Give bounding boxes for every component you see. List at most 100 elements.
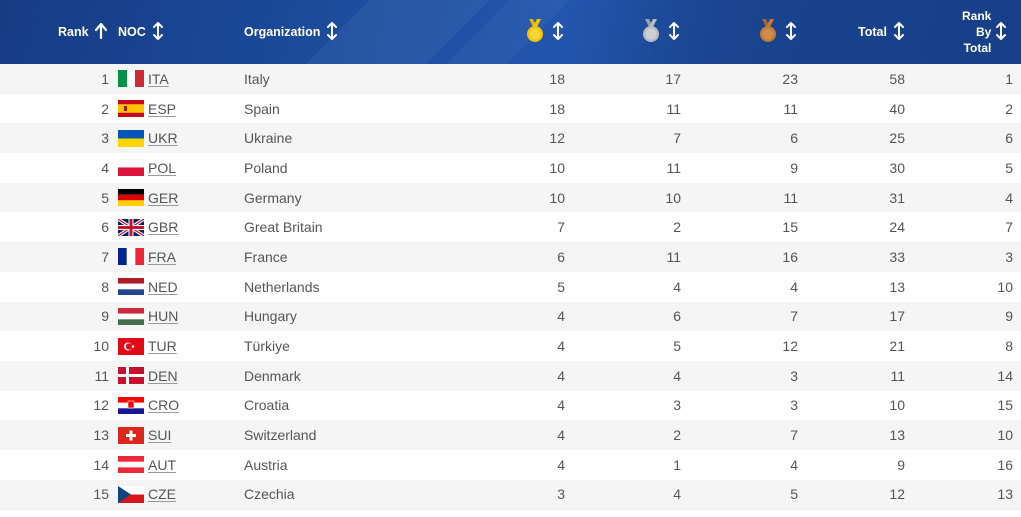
total-count: 17 bbox=[889, 308, 905, 325]
rank-cell: 8 bbox=[60, 272, 109, 302]
rank-by-total-value: 13 bbox=[997, 486, 1013, 503]
rank-by-total-cell: 9 bbox=[960, 302, 1013, 332]
noc-code-link[interactable]: NED bbox=[148, 278, 178, 295]
gold-count: 5 bbox=[557, 278, 565, 295]
noc-code-link[interactable]: POL bbox=[148, 159, 177, 176]
noc-code-link[interactable]: CRO bbox=[148, 397, 180, 414]
bronze-cell: 4 bbox=[730, 272, 798, 302]
noc-header-label: NOC bbox=[118, 25, 146, 39]
noc-code-link[interactable]: DEN bbox=[148, 367, 178, 384]
gold-count: 18 bbox=[549, 70, 565, 87]
total-count: 21 bbox=[889, 338, 905, 355]
organization-cell: Croatia bbox=[244, 391, 289, 421]
bronze-count: 7 bbox=[790, 427, 798, 444]
rank-by-total-column-header[interactable]: Rank By Total bbox=[962, 0, 1018, 64]
organization-cell: Germany bbox=[244, 183, 302, 213]
gold-cell: 4 bbox=[500, 391, 565, 421]
noc-code-link[interactable]: ITA bbox=[148, 70, 169, 87]
rank-by-total-cell: 4 bbox=[960, 183, 1013, 213]
gold-count: 4 bbox=[557, 338, 565, 355]
noc-cell[interactable]: CZE bbox=[118, 480, 176, 510]
flag-pol-icon bbox=[118, 159, 144, 177]
noc-code-link[interactable]: UKR bbox=[148, 130, 178, 147]
silver-column-header[interactable] bbox=[640, 0, 680, 64]
gold-cell: 5 bbox=[500, 272, 565, 302]
total-count: 24 bbox=[889, 219, 905, 236]
rank-value: 9 bbox=[101, 308, 109, 325]
silver-cell: 7 bbox=[615, 123, 681, 153]
total-cell: 11 bbox=[840, 361, 905, 391]
gold-medal-icon bbox=[524, 18, 546, 46]
noc-code-link[interactable]: HUN bbox=[148, 308, 179, 325]
table-row: 14 AUT Austria 4 1 4 9 16 bbox=[0, 449, 1021, 480]
total-cell: 17 bbox=[840, 302, 905, 332]
table-row: 11 DEN Denmark 4 4 3 11 14 bbox=[0, 360, 1021, 391]
noc-cell[interactable]: NED bbox=[118, 272, 178, 302]
noc-cell[interactable]: CRO bbox=[118, 391, 179, 421]
rank-cell: 4 bbox=[60, 153, 109, 183]
noc-cell[interactable]: ESP bbox=[118, 94, 176, 124]
noc-cell[interactable]: SUI bbox=[118, 420, 171, 450]
gold-column-header[interactable] bbox=[524, 0, 564, 64]
gold-cell: 4 bbox=[500, 420, 565, 450]
rank-by-total-label-line1: Rank bbox=[962, 9, 992, 23]
noc-cell[interactable]: HUN bbox=[118, 302, 178, 332]
noc-code-link[interactable]: CZE bbox=[148, 486, 176, 503]
rank-column-header[interactable]: Rank bbox=[58, 0, 107, 64]
silver-cell: 11 bbox=[615, 153, 681, 183]
bronze-column-header[interactable] bbox=[757, 0, 797, 64]
noc-code-link[interactable]: TUR bbox=[148, 338, 177, 355]
flag-gbr-icon bbox=[118, 218, 144, 236]
noc-cell[interactable]: GBR bbox=[118, 212, 178, 242]
noc-cell[interactable]: POL bbox=[118, 153, 176, 183]
flag-tur-icon bbox=[118, 337, 144, 355]
total-count: 11 bbox=[890, 367, 905, 384]
noc-cell[interactable]: ITA bbox=[118, 64, 169, 94]
organization-name: Denmark bbox=[244, 367, 301, 384]
noc-cell[interactable]: TUR bbox=[118, 331, 177, 361]
rank-by-total-cell: 15 bbox=[960, 391, 1013, 421]
bronze-cell: 3 bbox=[730, 361, 798, 391]
sort-icon bbox=[785, 21, 797, 43]
organization-cell: Poland bbox=[244, 153, 288, 183]
total-count: 13 bbox=[889, 427, 905, 444]
noc-code-link[interactable]: SUI bbox=[148, 427, 172, 444]
gold-cell: 10 bbox=[500, 153, 565, 183]
silver-medal-icon bbox=[640, 18, 662, 46]
noc-cell[interactable]: UKR bbox=[118, 123, 178, 153]
gold-count: 4 bbox=[557, 397, 565, 414]
organization-column-header[interactable]: Organization bbox=[244, 0, 338, 64]
organization-cell: Austria bbox=[244, 450, 288, 480]
silver-count: 3 bbox=[673, 397, 681, 414]
noc-cell[interactable]: DEN bbox=[118, 361, 178, 391]
noc-column-header[interactable]: NOC bbox=[118, 0, 164, 64]
noc-cell[interactable]: AUT bbox=[118, 450, 176, 480]
total-column-header[interactable]: Total bbox=[858, 0, 905, 64]
rank-by-total-cell: 5 bbox=[960, 153, 1013, 183]
noc-cell[interactable]: GER bbox=[118, 183, 178, 213]
noc-cell[interactable]: FRA bbox=[118, 242, 176, 272]
organization-cell: Hungary bbox=[244, 302, 297, 332]
rank-by-total-value: 4 bbox=[1005, 189, 1013, 206]
rank-cell: 12 bbox=[60, 391, 109, 421]
rank-by-total-label-line2: By bbox=[976, 25, 992, 39]
noc-code-link[interactable]: GER bbox=[148, 189, 179, 206]
organization-name: Ukraine bbox=[244, 130, 293, 147]
flag-ger-icon bbox=[118, 189, 144, 207]
total-count: 31 bbox=[889, 189, 905, 206]
flag-esp-icon bbox=[118, 100, 144, 118]
noc-code-link[interactable]: ESP bbox=[148, 100, 177, 117]
noc-code-link[interactable]: AUT bbox=[148, 456, 176, 473]
noc-code-link[interactable]: GBR bbox=[148, 219, 179, 236]
rank-by-total-value: 9 bbox=[1005, 308, 1013, 325]
rank-header-label: Rank bbox=[58, 25, 89, 39]
sort-icon bbox=[995, 21, 1007, 43]
organization-name: Czechia bbox=[244, 486, 295, 503]
total-cell: 13 bbox=[840, 420, 905, 450]
noc-code-link[interactable]: FRA bbox=[148, 248, 176, 265]
silver-cell: 1 bbox=[615, 450, 681, 480]
rank-value: 13 bbox=[93, 427, 109, 444]
organization-name: Croatia bbox=[244, 397, 290, 414]
gold-cell: 4 bbox=[500, 331, 565, 361]
total-cell: 10 bbox=[840, 391, 905, 421]
